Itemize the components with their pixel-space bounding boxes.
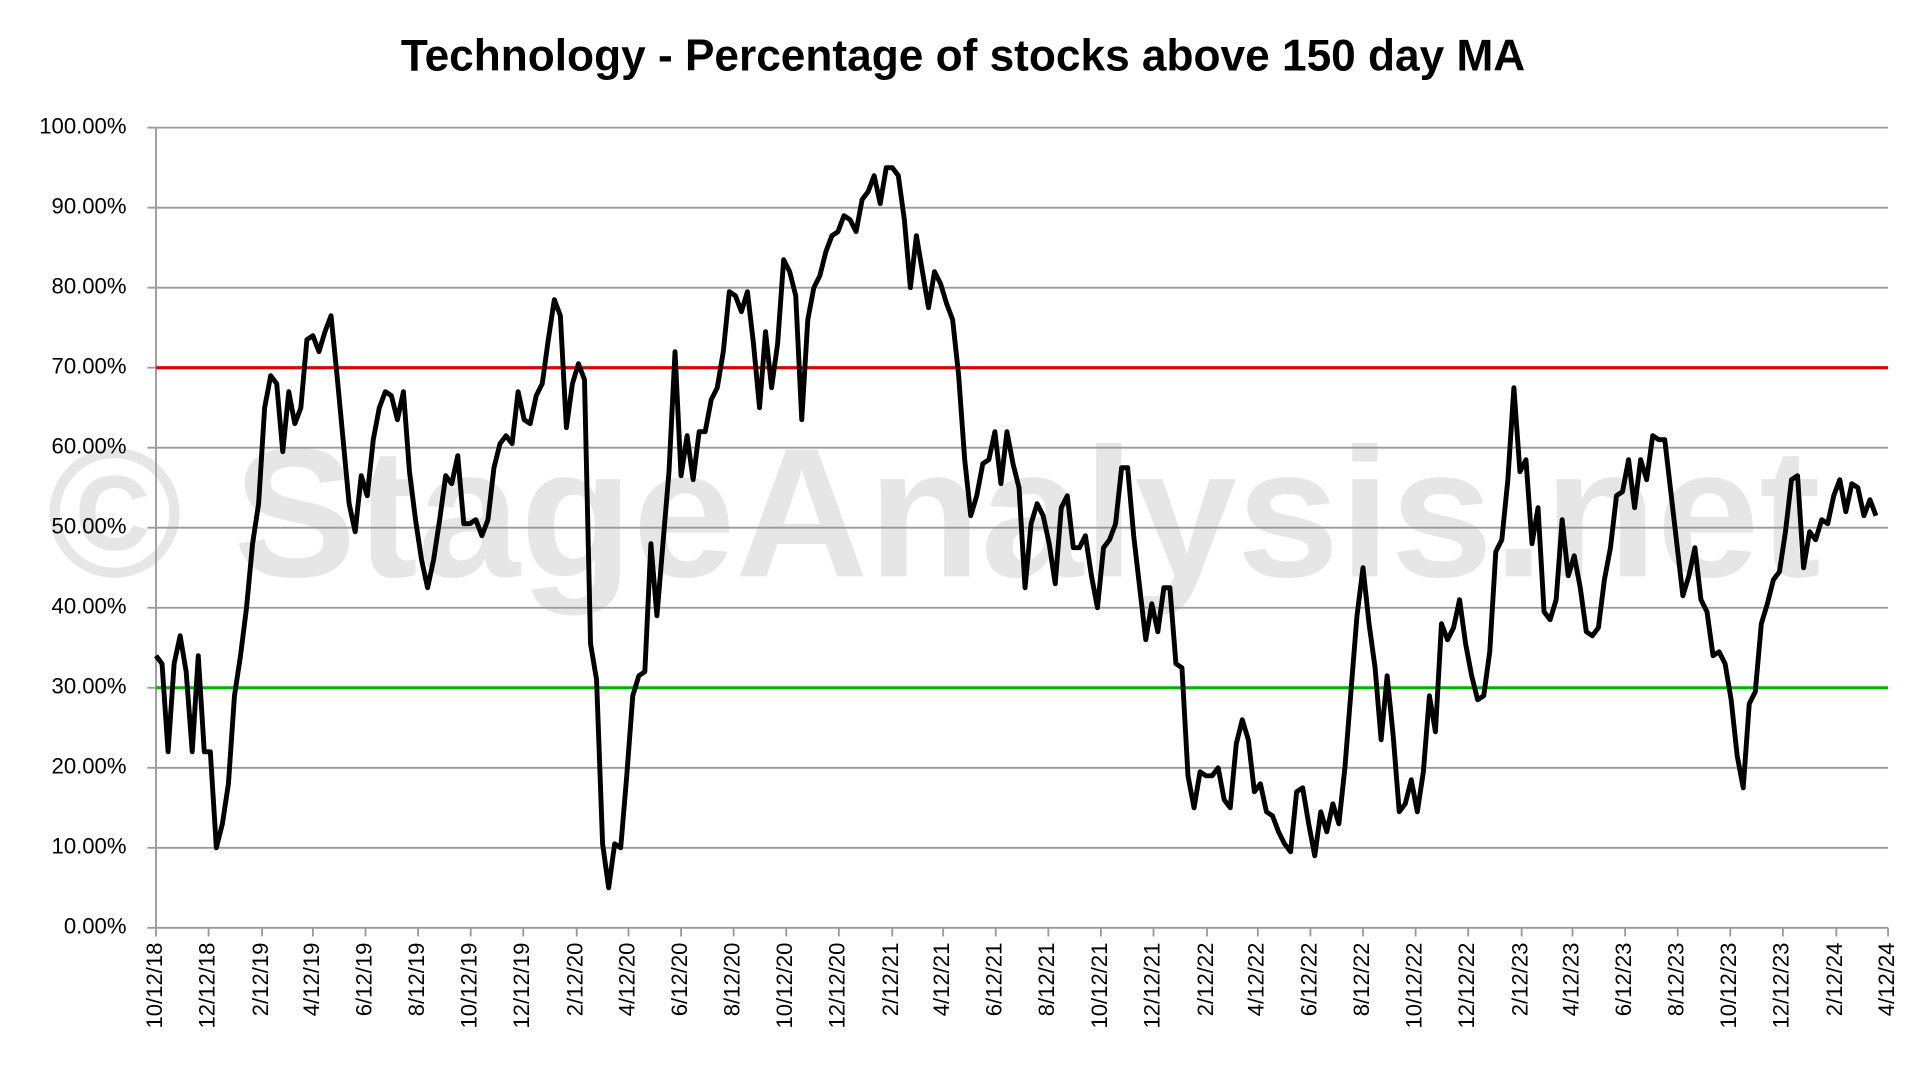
y-tick-label: 0.00% bbox=[64, 914, 127, 939]
x-tick-label: 10/12/19 bbox=[457, 943, 482, 1029]
x-tick-label: 2/12/21 bbox=[878, 943, 903, 1017]
watermark: © StageAnalysis.net bbox=[47, 410, 1821, 616]
x-tick-label: 2/12/20 bbox=[563, 943, 588, 1017]
x-tick-label: 8/12/23 bbox=[1664, 943, 1689, 1017]
x-tick-label: 12/12/21 bbox=[1139, 943, 1164, 1029]
y-tick-label: 90.00% bbox=[52, 194, 127, 219]
x-tick-label: 12/12/19 bbox=[509, 943, 534, 1029]
x-tick-label: 12/12/23 bbox=[1769, 943, 1794, 1029]
x-tick-label: 4/12/21 bbox=[929, 943, 954, 1017]
y-tick-label: 30.00% bbox=[52, 674, 127, 699]
x-tick-label: 8/12/21 bbox=[1034, 943, 1059, 1017]
chart-title: Technology - Percentage of stocks above … bbox=[401, 32, 1525, 81]
x-tick-label: 10/12/23 bbox=[1716, 943, 1741, 1029]
x-tick-label: 2/12/23 bbox=[1507, 943, 1532, 1017]
x-tick-label: 8/12/22 bbox=[1349, 943, 1374, 1017]
y-tick-label: 70.00% bbox=[52, 354, 127, 379]
x-tick-label: 6/12/23 bbox=[1611, 943, 1636, 1017]
y-tick-label: 40.00% bbox=[52, 594, 127, 619]
x-tick-label: 4/12/24 bbox=[1874, 943, 1899, 1017]
x-tick-label: 2/12/24 bbox=[1822, 943, 1847, 1017]
x-tick-label: 12/12/18 bbox=[194, 943, 219, 1029]
x-tick-label: 6/12/21 bbox=[982, 943, 1007, 1017]
x-tick-label: 10/12/20 bbox=[772, 943, 797, 1029]
x-tick-label: 4/12/22 bbox=[1244, 943, 1269, 1017]
y-tick-label: 50.00% bbox=[52, 514, 127, 539]
x-tick-label: 10/12/21 bbox=[1087, 943, 1112, 1029]
x-tick-label: 4/12/20 bbox=[614, 943, 639, 1017]
y-tick-label: 80.00% bbox=[52, 274, 127, 299]
y-tick-label: 100.00% bbox=[39, 113, 126, 138]
y-tick-label: 60.00% bbox=[52, 434, 127, 459]
y-tick-label: 20.00% bbox=[52, 754, 127, 779]
x-tick-label: 12/12/22 bbox=[1454, 943, 1479, 1029]
y-tick-label: 10.00% bbox=[52, 834, 127, 859]
x-tick-label: 6/12/22 bbox=[1296, 943, 1321, 1017]
x-tick-label: 12/12/20 bbox=[825, 943, 850, 1029]
x-tick-label: 6/12/20 bbox=[667, 943, 692, 1017]
data-line bbox=[154, 165, 1879, 891]
x-tick-label: 10/12/18 bbox=[142, 943, 167, 1029]
x-tick-label: 6/12/19 bbox=[351, 943, 376, 1017]
x-tick-label: 8/12/20 bbox=[719, 943, 744, 1017]
x-tick-label: 8/12/19 bbox=[404, 943, 429, 1017]
x-tick-label: 4/12/19 bbox=[299, 943, 324, 1017]
x-tick-label: 2/12/19 bbox=[248, 943, 273, 1017]
x-tick-label: 2/12/22 bbox=[1193, 943, 1218, 1017]
x-tick-label: 4/12/23 bbox=[1558, 943, 1583, 1017]
x-tick-label: 10/12/22 bbox=[1401, 943, 1426, 1029]
